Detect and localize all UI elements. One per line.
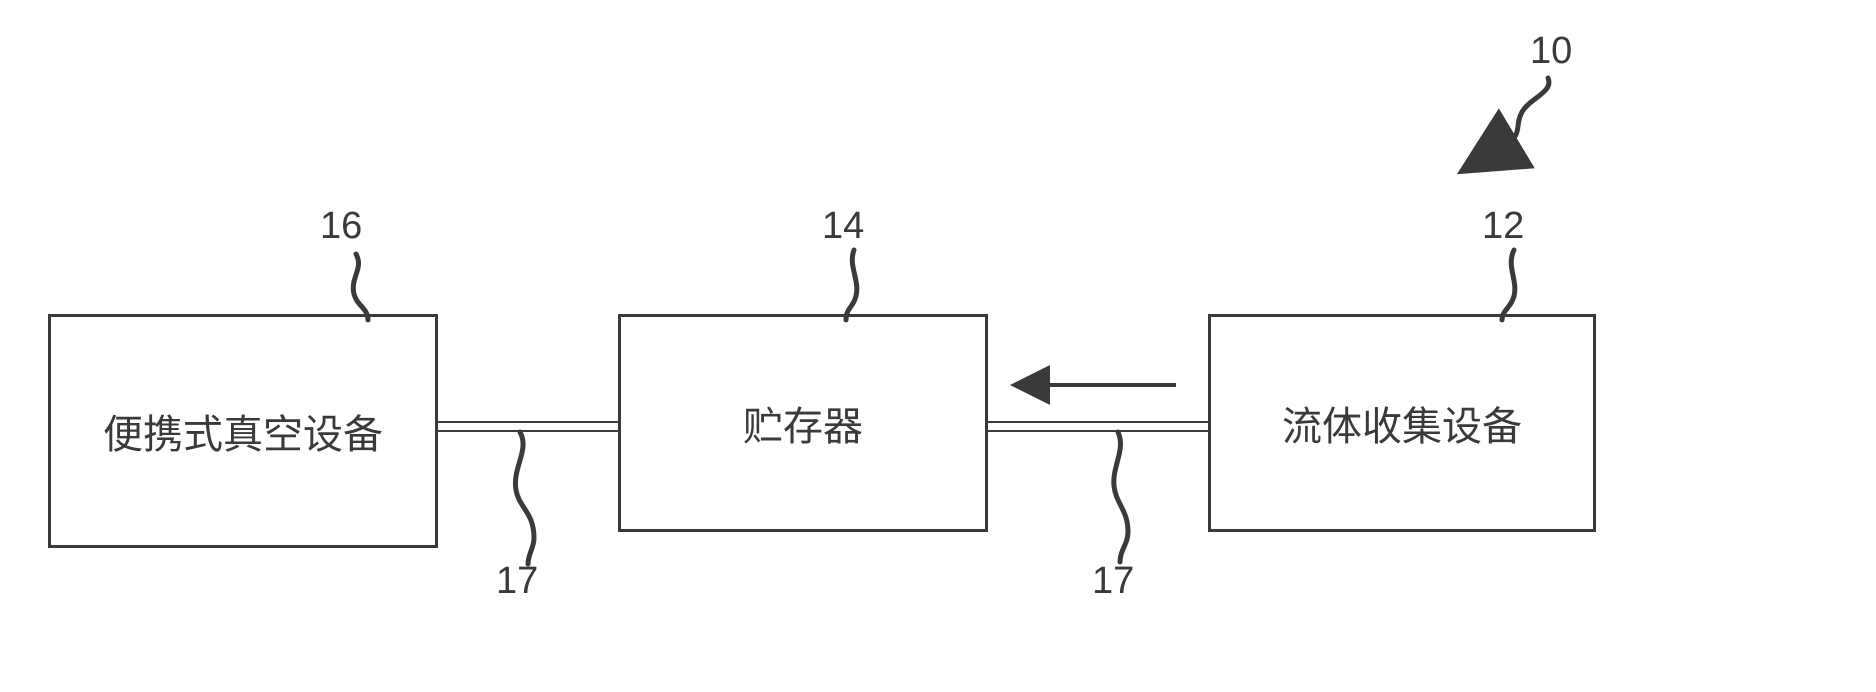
connector-vacuum-reservoir bbox=[438, 421, 618, 432]
node-reservoir: 贮存器 bbox=[618, 314, 988, 532]
connector-reservoir-collector bbox=[988, 421, 1208, 432]
leadline-12 bbox=[1502, 250, 1515, 320]
node-collector: 流体收集设备 bbox=[1208, 314, 1596, 532]
reference-label-12: 12 bbox=[1482, 205, 1524, 248]
leadline-10 bbox=[1504, 78, 1549, 146]
leadline-17-left bbox=[515, 432, 534, 564]
reference-label-10: 10 bbox=[1530, 30, 1572, 73]
leadline-17-right bbox=[1114, 432, 1128, 562]
reference-label-17-right: 17 bbox=[1092, 560, 1134, 603]
reference-label-14: 14 bbox=[822, 205, 864, 248]
leadline-14 bbox=[846, 250, 857, 320]
node-vacuum-label: 便携式真空设备 bbox=[103, 402, 383, 460]
leadline-16 bbox=[353, 254, 368, 320]
reference-label-17-left: 17 bbox=[496, 560, 538, 603]
diagram-canvas: 便携式真空设备 16 贮存器 14 流体收集设备 12 17 17 10 bbox=[0, 0, 1876, 692]
node-vacuum: 便携式真空设备 bbox=[48, 314, 438, 548]
node-collector-label: 流体收集设备 bbox=[1282, 394, 1522, 452]
reference-label-16: 16 bbox=[320, 205, 362, 248]
node-reservoir-label: 贮存器 bbox=[743, 394, 863, 452]
